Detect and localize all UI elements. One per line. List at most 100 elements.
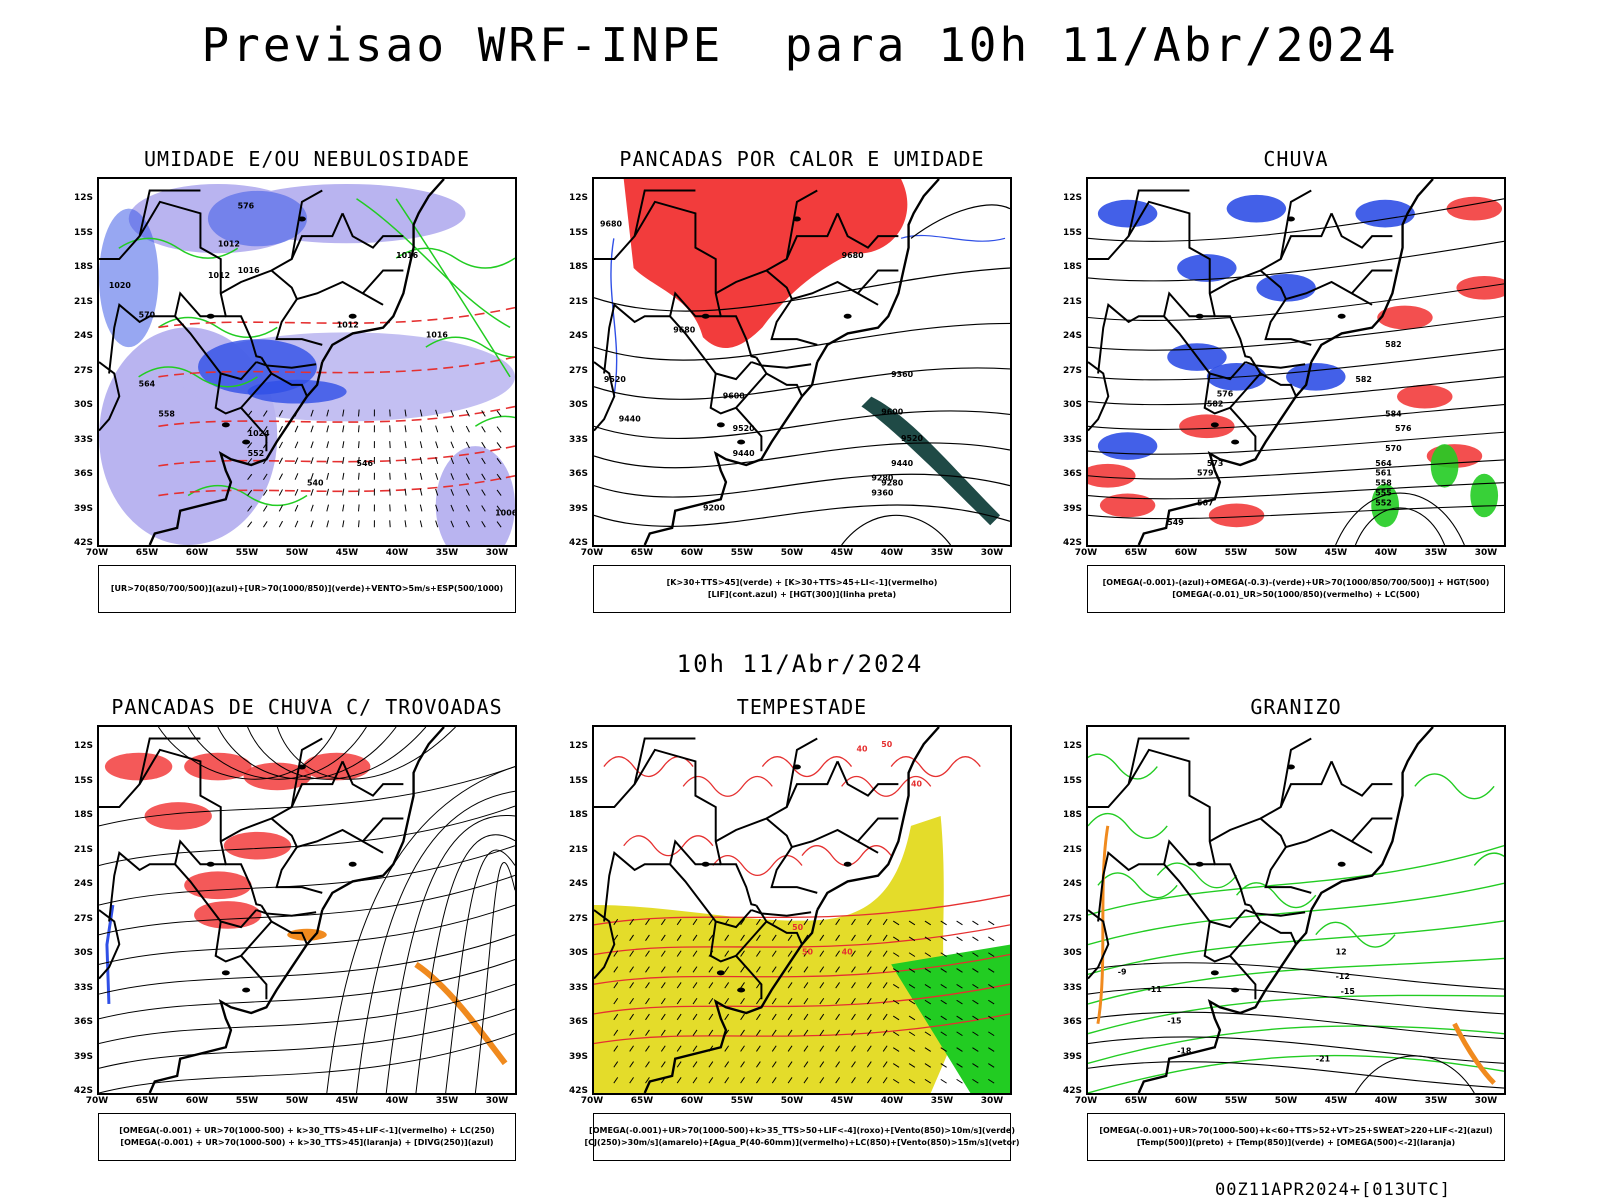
lif-contour-blue [900, 234, 1006, 242]
contour-label: 12 [1336, 948, 1347, 957]
map-canvas: -9 -11 -12 -15 -15 -18 -21 12 [1088, 727, 1504, 1093]
wind-vector [724, 1077, 730, 1084]
latitude-axis: 12S 15S 18S 21S 24S 27S 30S 33S 36S 39S 42S [65, 177, 95, 548]
contour-label: 564 [139, 380, 156, 389]
wind-vector [988, 983, 995, 989]
streamline [326, 766, 515, 1093]
wind-vector [940, 1063, 947, 1068]
legend-line: [K>30+TTS>45](verde) + [K>30+TTS>45+LI<-… [666, 578, 938, 587]
longitude-tick-label: 40W [880, 548, 904, 558]
longitude-tick-label: 30W [485, 548, 509, 558]
wind-vector [263, 426, 268, 433]
thickness-contour-red [158, 405, 515, 428]
latitude-tick-label: 18S [73, 262, 93, 272]
latitude-tick-label: 33S [1062, 434, 1082, 445]
wind-vector [419, 425, 423, 433]
contour-label: 576 [1217, 390, 1234, 399]
forecast-map [97, 725, 517, 1095]
wind-vector [629, 982, 634, 989]
wind-vector [450, 488, 455, 496]
latitude-tick-label: 30S [73, 948, 93, 958]
humidity-fill-blue [247, 379, 347, 404]
streamline-850-red [594, 894, 1010, 926]
omega-fill-red [1377, 305, 1433, 330]
contour-label: 9680 [673, 325, 696, 334]
wind-vector [342, 472, 345, 480]
longitude-tick-label: 45W [335, 1096, 359, 1106]
contour-label: 552 [248, 449, 265, 458]
temp500-contour-black [1088, 986, 1504, 1015]
run-timestamp: 00Z11APR2024+[013UTC] [1215, 1180, 1451, 1200]
wind-vector [988, 936, 995, 942]
wind-vector [940, 920, 947, 926]
wind-vector [756, 918, 761, 926]
legend-line: [UR>70(850/700/500)](azul)+[UR>70(1000/8… [110, 584, 504, 593]
wind-vector [882, 1045, 888, 1052]
wind-vector [247, 489, 253, 496]
wind-vector [496, 473, 502, 481]
wind-vector [450, 409, 455, 417]
wind-vector [924, 1031, 932, 1037]
temp500-contour-black [1088, 1036, 1504, 1064]
latitude-tick-label: 27S [73, 365, 93, 376]
wind-vector [924, 952, 932, 957]
longitude-tick-label: 65W [630, 548, 654, 558]
wind-vector [724, 1061, 730, 1068]
wind-vector [419, 520, 423, 528]
wind-vector [940, 999, 947, 1005]
wind-vector [956, 983, 963, 989]
latitude-tick-label: 15S [568, 775, 588, 786]
wind-vector [708, 1029, 714, 1036]
forecast-map: 582 582 582 579 576 576 573 570 567 564 561 558 555 5… [1086, 177, 1506, 547]
wind-vector [866, 1061, 872, 1068]
coastline-borders [1088, 179, 1434, 545]
panel-title: GRANIZO [1250, 695, 1342, 719]
height-contour-black [594, 473, 1010, 498]
contour-label: 576 [1395, 424, 1412, 433]
omega-fill-red [1099, 493, 1156, 518]
latitude-tick-label: 42S [73, 1086, 93, 1096]
wind-vector [851, 1013, 856, 1021]
map-canvas: 9680 9680 9680 9520 9600 9520 9440 9440 9360 9600… [594, 179, 1010, 545]
longitude-tick-label: 70W [580, 548, 604, 558]
wind-fill-green [891, 944, 1010, 1093]
wind-vector [908, 983, 916, 989]
streamline [99, 904, 515, 965]
forecast-map: -9 -11 -12 -15 -15 -18 -21 12 [1086, 725, 1506, 1095]
wind-vector [908, 968, 916, 973]
longitude-tick-label: 70W [1074, 1096, 1098, 1106]
wind-vector [708, 1061, 714, 1068]
longitude-tick-label: 60W [680, 1096, 704, 1106]
longitude-tick-label: 65W [135, 1096, 159, 1106]
omega-fill-red [1179, 414, 1235, 439]
wind-vector [326, 520, 330, 528]
thunderstorm-fill-red [144, 802, 212, 830]
latitude-tick-label: 15S [73, 227, 93, 238]
wind-vector [326, 504, 330, 512]
contour-label: 9280 [881, 479, 904, 488]
wind-vector [613, 966, 619, 973]
longitude-tick-label: 30W [1474, 548, 1498, 558]
wind-vector [972, 936, 979, 942]
wind-vector [419, 441, 423, 449]
wind-vector [676, 966, 682, 973]
wind-vector [496, 426, 502, 433]
thickness-contour-red [158, 306, 515, 329]
latitude-tick-label: 24S [73, 331, 93, 341]
wind-vector [692, 966, 698, 973]
wind-vector [435, 409, 439, 417]
panel-title: CHUVA [1263, 147, 1329, 171]
wind-vector [629, 950, 634, 957]
wind-vector [740, 1029, 745, 1036]
wind-vector [803, 997, 809, 1005]
latitude-tick-label: 36S [73, 1017, 93, 1027]
contour-label: 582 [1385, 340, 1402, 349]
contour-label: 40 [911, 779, 923, 788]
wind-vector [819, 982, 825, 989]
wind-vector [278, 489, 283, 496]
wind-vector [956, 1078, 963, 1084]
wind-vector [629, 1045, 634, 1052]
streamline [158, 727, 338, 780]
wind-vector [645, 966, 650, 973]
wind-vector [358, 409, 360, 417]
